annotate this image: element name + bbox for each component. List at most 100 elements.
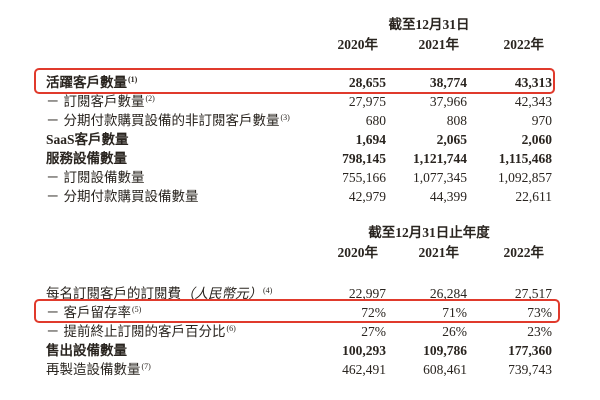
cell-value-2021: 44,399 bbox=[429, 189, 467, 204]
label-text-italic: （人民幣元） bbox=[181, 286, 262, 301]
cell-value-2021: 26% bbox=[442, 324, 467, 339]
year-header-row: 2020年 2021年 2022年 bbox=[46, 245, 552, 260]
spacer-cell bbox=[46, 37, 306, 52]
cell-value-2020: 680 bbox=[365, 113, 386, 128]
table-row-installment-devices: －分期付款購買設備數量 42,979 44,399 22,611 bbox=[46, 187, 552, 206]
cell-value-2021: 808 bbox=[446, 113, 467, 128]
label-text: 提前終止訂閱的客戶百分比 bbox=[63, 324, 226, 339]
footnote-marker: (5) bbox=[132, 304, 142, 314]
footnote-marker: (6) bbox=[226, 323, 236, 333]
cell-value-2021: 1,077,345 bbox=[413, 170, 467, 185]
period-header-row: 截至12月31日 bbox=[46, 17, 552, 32]
table-row-service-devices: 服務設備數量 798,145 1,121,744 1,115,468 bbox=[46, 149, 552, 168]
cell-value-2022: 22,611 bbox=[515, 189, 552, 204]
table-row-devices-sold: 售出設備數量 100,293 109,786 177,360 bbox=[46, 341, 552, 360]
year-header-2021: 2021年 bbox=[418, 37, 460, 52]
year-header-2022: 2022年 bbox=[503, 37, 545, 52]
footnote-marker: (3) bbox=[280, 112, 290, 122]
cell-value-2020: 22,997 bbox=[348, 286, 386, 301]
cell-value-2020: 1,694 bbox=[355, 132, 386, 147]
row-label: 活躍客戶數量(1) bbox=[46, 73, 306, 92]
period-header: 截至12月31日止年度 bbox=[368, 225, 490, 240]
row-label: 再製造設備數量(7) bbox=[46, 360, 306, 379]
footnote-marker: (4) bbox=[263, 285, 273, 295]
cell-value-2022: 970 bbox=[531, 113, 552, 128]
table-body: 每名訂閱客戶的訂閱費（人民幣元）(4) 22,997 26,284 27,517… bbox=[34, 284, 560, 379]
cell-value-2022: 23% bbox=[527, 324, 552, 339]
label-text: 服務設備數量 bbox=[46, 151, 127, 166]
table-row-installment-noliveness-customers: －分期付款購買設備的非訂閱客戶數量(3) 680 808 970 bbox=[46, 111, 552, 130]
cell-value-2022: 43,313 bbox=[514, 75, 552, 90]
table-row-subscription-devices: －訂閱設備數量 755,166 1,077,345 1,092,857 bbox=[46, 168, 552, 187]
year-header-2020: 2020年 bbox=[337, 245, 379, 260]
row-label: －訂閱設備數量 bbox=[46, 168, 306, 187]
label-text: 分期付款購買設備數量 bbox=[63, 189, 199, 204]
table-row-subscription-fee: 每名訂閱客戶的訂閱費（人民幣元）(4) 22,997 26,284 27,517 bbox=[46, 284, 552, 303]
cell-value-2021: 109,786 bbox=[423, 343, 467, 358]
cell-value-2021: 608,461 bbox=[423, 362, 467, 377]
label-text: 訂閱客戶數量 bbox=[63, 94, 145, 109]
row-label: －訂閱客戶數量(2) bbox=[46, 92, 306, 111]
cell-value-2021: 2,065 bbox=[436, 132, 467, 147]
cell-value-2021: 26,284 bbox=[429, 286, 467, 301]
cell-value-2021: 37,966 bbox=[429, 94, 467, 109]
table-row-remanufactured-devices: 再製造設備數量(7) 462,491 608,461 739,743 bbox=[46, 360, 552, 379]
spacer-cell bbox=[46, 245, 306, 260]
row-label: 每名訂閱客戶的訂閱費（人民幣元）(4) bbox=[46, 284, 306, 303]
dash-prefix: － bbox=[46, 324, 60, 339]
label-text: 活躍客戶數量 bbox=[46, 75, 127, 90]
table-row-customer-retention-rate: －客戶留存率(5) 72% 71% 73% bbox=[34, 299, 560, 323]
cell-value-2020: 755,166 bbox=[342, 170, 386, 185]
table-row-saas-customers: SaaS客戶數量 1,694 2,065 2,060 bbox=[46, 130, 552, 149]
row-label: －分期付款購買設備數量 bbox=[46, 187, 306, 206]
cell-value-2020: 27% bbox=[361, 324, 386, 339]
dash-prefix: － bbox=[46, 170, 60, 185]
table-row-active-customers: 活躍客戶數量(1) 28,655 38,774 43,313 bbox=[34, 68, 555, 94]
cell-value-2020: 72% bbox=[361, 305, 386, 320]
row-label: 服務設備數量 bbox=[46, 149, 306, 168]
cell-value-2021: 1,121,744 bbox=[413, 151, 467, 166]
year-header-2021: 2021年 bbox=[418, 245, 460, 260]
row-label: －提前終止訂閱的客戶百分比(6) bbox=[46, 322, 306, 341]
label-text: 客戶留存率 bbox=[63, 305, 132, 320]
dash-prefix: － bbox=[46, 189, 60, 204]
dash-prefix: － bbox=[46, 113, 60, 128]
cell-value-2020: 27,975 bbox=[348, 94, 386, 109]
cell-value-2022: 73% bbox=[527, 305, 552, 320]
period-header-row: 截至12月31日止年度 bbox=[46, 225, 552, 240]
row-label: －分期付款購買設備的非訂閱客戶數量(3) bbox=[46, 111, 306, 130]
row-label: 售出設備數量 bbox=[46, 341, 306, 360]
cell-value-2020: 462,491 bbox=[342, 362, 386, 377]
cell-value-2022: 177,360 bbox=[508, 343, 552, 358]
cell-value-2022: 739,743 bbox=[508, 362, 552, 377]
footnote-marker: (2) bbox=[145, 93, 155, 103]
footnote-marker: (7) bbox=[141, 361, 151, 371]
label-text: SaaS客戶數量 bbox=[46, 132, 129, 147]
operating-metrics-table-1: 截至12月31日 2020年 2021年 2022年 活躍客戶數量(1) 28,… bbox=[34, 0, 555, 206]
cell-value-2022: 27,517 bbox=[514, 286, 552, 301]
dash-prefix: － bbox=[46, 305, 60, 320]
year-header-2020: 2020年 bbox=[337, 37, 379, 52]
table-row-subscription-customers: －訂閱客戶數量(2) 27,975 37,966 42,343 bbox=[46, 92, 552, 111]
label-text: 再製造設備數量 bbox=[46, 362, 141, 377]
label-text: 每名訂閱客戶的訂閱費 bbox=[46, 286, 181, 301]
spacer-cell bbox=[46, 225, 306, 240]
cell-value-2020: 28,655 bbox=[348, 75, 386, 90]
label-text: 售出設備數量 bbox=[46, 343, 127, 358]
row-label: －客戶留存率(5) bbox=[46, 303, 306, 322]
cell-value-2020: 100,293 bbox=[342, 343, 386, 358]
cell-value-2022: 2,060 bbox=[521, 132, 552, 147]
cell-value-2022: 1,092,857 bbox=[498, 170, 552, 185]
cell-value-2022: 1,115,468 bbox=[498, 151, 552, 166]
footnote-marker: (1) bbox=[128, 74, 138, 84]
table-body: 活躍客戶數量(1) 28,655 38,774 43,313 －訂閱客戶數量(2… bbox=[34, 68, 555, 206]
operating-metrics-table-2: 截至12月31日止年度 2020年 2021年 2022年 每名訂閱客戶的訂閱費… bbox=[34, 225, 560, 379]
period-header: 截至12月31日 bbox=[388, 17, 470, 32]
year-header-row: 2020年 2021年 2022年 bbox=[46, 37, 552, 52]
year-header-2022: 2022年 bbox=[503, 245, 545, 260]
cell-value-2020: 798,145 bbox=[342, 151, 386, 166]
row-label: SaaS客戶數量 bbox=[46, 130, 306, 149]
cell-value-2020: 42,979 bbox=[348, 189, 386, 204]
cell-value-2022: 42,343 bbox=[514, 94, 552, 109]
